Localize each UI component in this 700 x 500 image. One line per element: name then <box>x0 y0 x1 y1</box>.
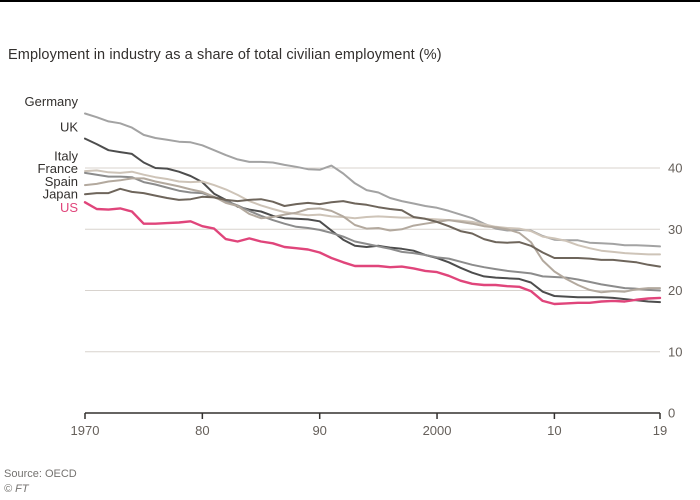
ft-copyright: © FT <box>4 483 29 495</box>
series-label-germany: Germany <box>25 94 79 109</box>
y-tick-label-30: 30 <box>668 222 682 237</box>
series-line-uk <box>84 137 661 304</box>
y-tick-label-40: 40 <box>668 161 682 176</box>
series-label-spain: Spain <box>45 174 78 189</box>
top-rule <box>0 0 700 2</box>
series-line-italy <box>84 169 661 256</box>
x-tick-label-19: 19 <box>653 423 667 438</box>
series-label-uk: UK <box>60 120 78 135</box>
series-line-japan <box>84 187 661 268</box>
x-tick-label-80: 80 <box>195 423 209 438</box>
y-tick-label-20: 20 <box>668 283 682 298</box>
series-label-us: US <box>60 200 78 215</box>
series-line-us <box>83 201 662 306</box>
y-tick-label-10: 10 <box>668 344 682 359</box>
series-label-france: France <box>38 161 78 176</box>
x-tick-label-10: 10 <box>547 423 561 438</box>
y-tick-label-0: 0 <box>668 406 675 421</box>
chart-title: Employment in industry as a share of tot… <box>8 47 442 63</box>
x-tick-label-1970: 1970 <box>71 423 100 438</box>
x-tick-label-2000: 2000 <box>423 423 452 438</box>
series-label-italy: Italy <box>54 148 78 163</box>
series-line-spain <box>84 177 661 294</box>
series-label-japan: Japan <box>43 186 78 201</box>
source-note: Source: OECD <box>4 468 77 480</box>
x-tick-label-90: 90 <box>312 423 326 438</box>
